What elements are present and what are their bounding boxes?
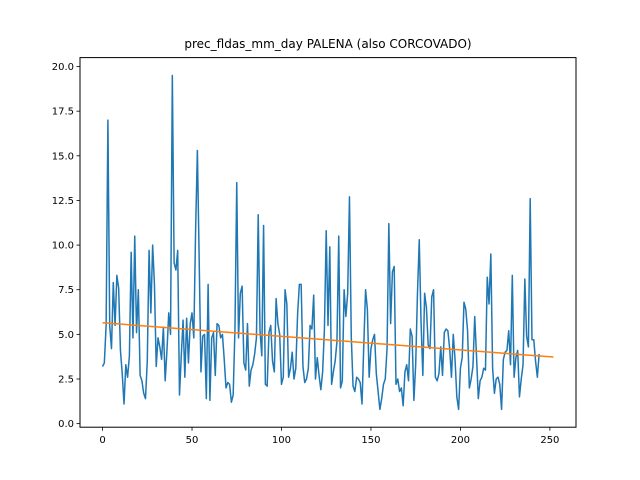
x-tick-label: 100 bbox=[272, 435, 291, 446]
plot-area bbox=[101, 74, 554, 411]
chart-title: prec_fldas_mm_day PALENA (also CORCOVADO… bbox=[184, 37, 471, 51]
y-tick-label: 17.5 bbox=[52, 107, 74, 118]
x-axis: 0 50 100 150 200 250 bbox=[99, 427, 559, 446]
x-tick-label: 0 bbox=[99, 435, 105, 446]
y-tick-label: 0.0 bbox=[58, 419, 74, 430]
x-tick-label: 150 bbox=[361, 435, 380, 446]
x-tick-label: 250 bbox=[540, 435, 559, 446]
y-tick-label: 10.0 bbox=[52, 241, 74, 252]
y-tick-label: 2.5 bbox=[58, 374, 74, 385]
y-tick-label: 15.0 bbox=[52, 151, 74, 162]
series-line-precipitation bbox=[101, 74, 540, 411]
y-tick-label: 5.0 bbox=[58, 330, 74, 341]
series-line-trend bbox=[102, 322, 554, 358]
y-tick-label: 20.0 bbox=[52, 62, 74, 73]
y-axis: 0.0 2.5 5.0 7.5 10.0 12.5 15.0 17.5 20.0 bbox=[52, 62, 80, 430]
y-tick-label: 7.5 bbox=[58, 285, 74, 296]
axes-frame bbox=[79, 57, 577, 428]
y-tick-label: 12.5 bbox=[52, 196, 74, 207]
x-tick-label: 200 bbox=[451, 435, 470, 446]
x-tick-label: 50 bbox=[186, 435, 199, 446]
